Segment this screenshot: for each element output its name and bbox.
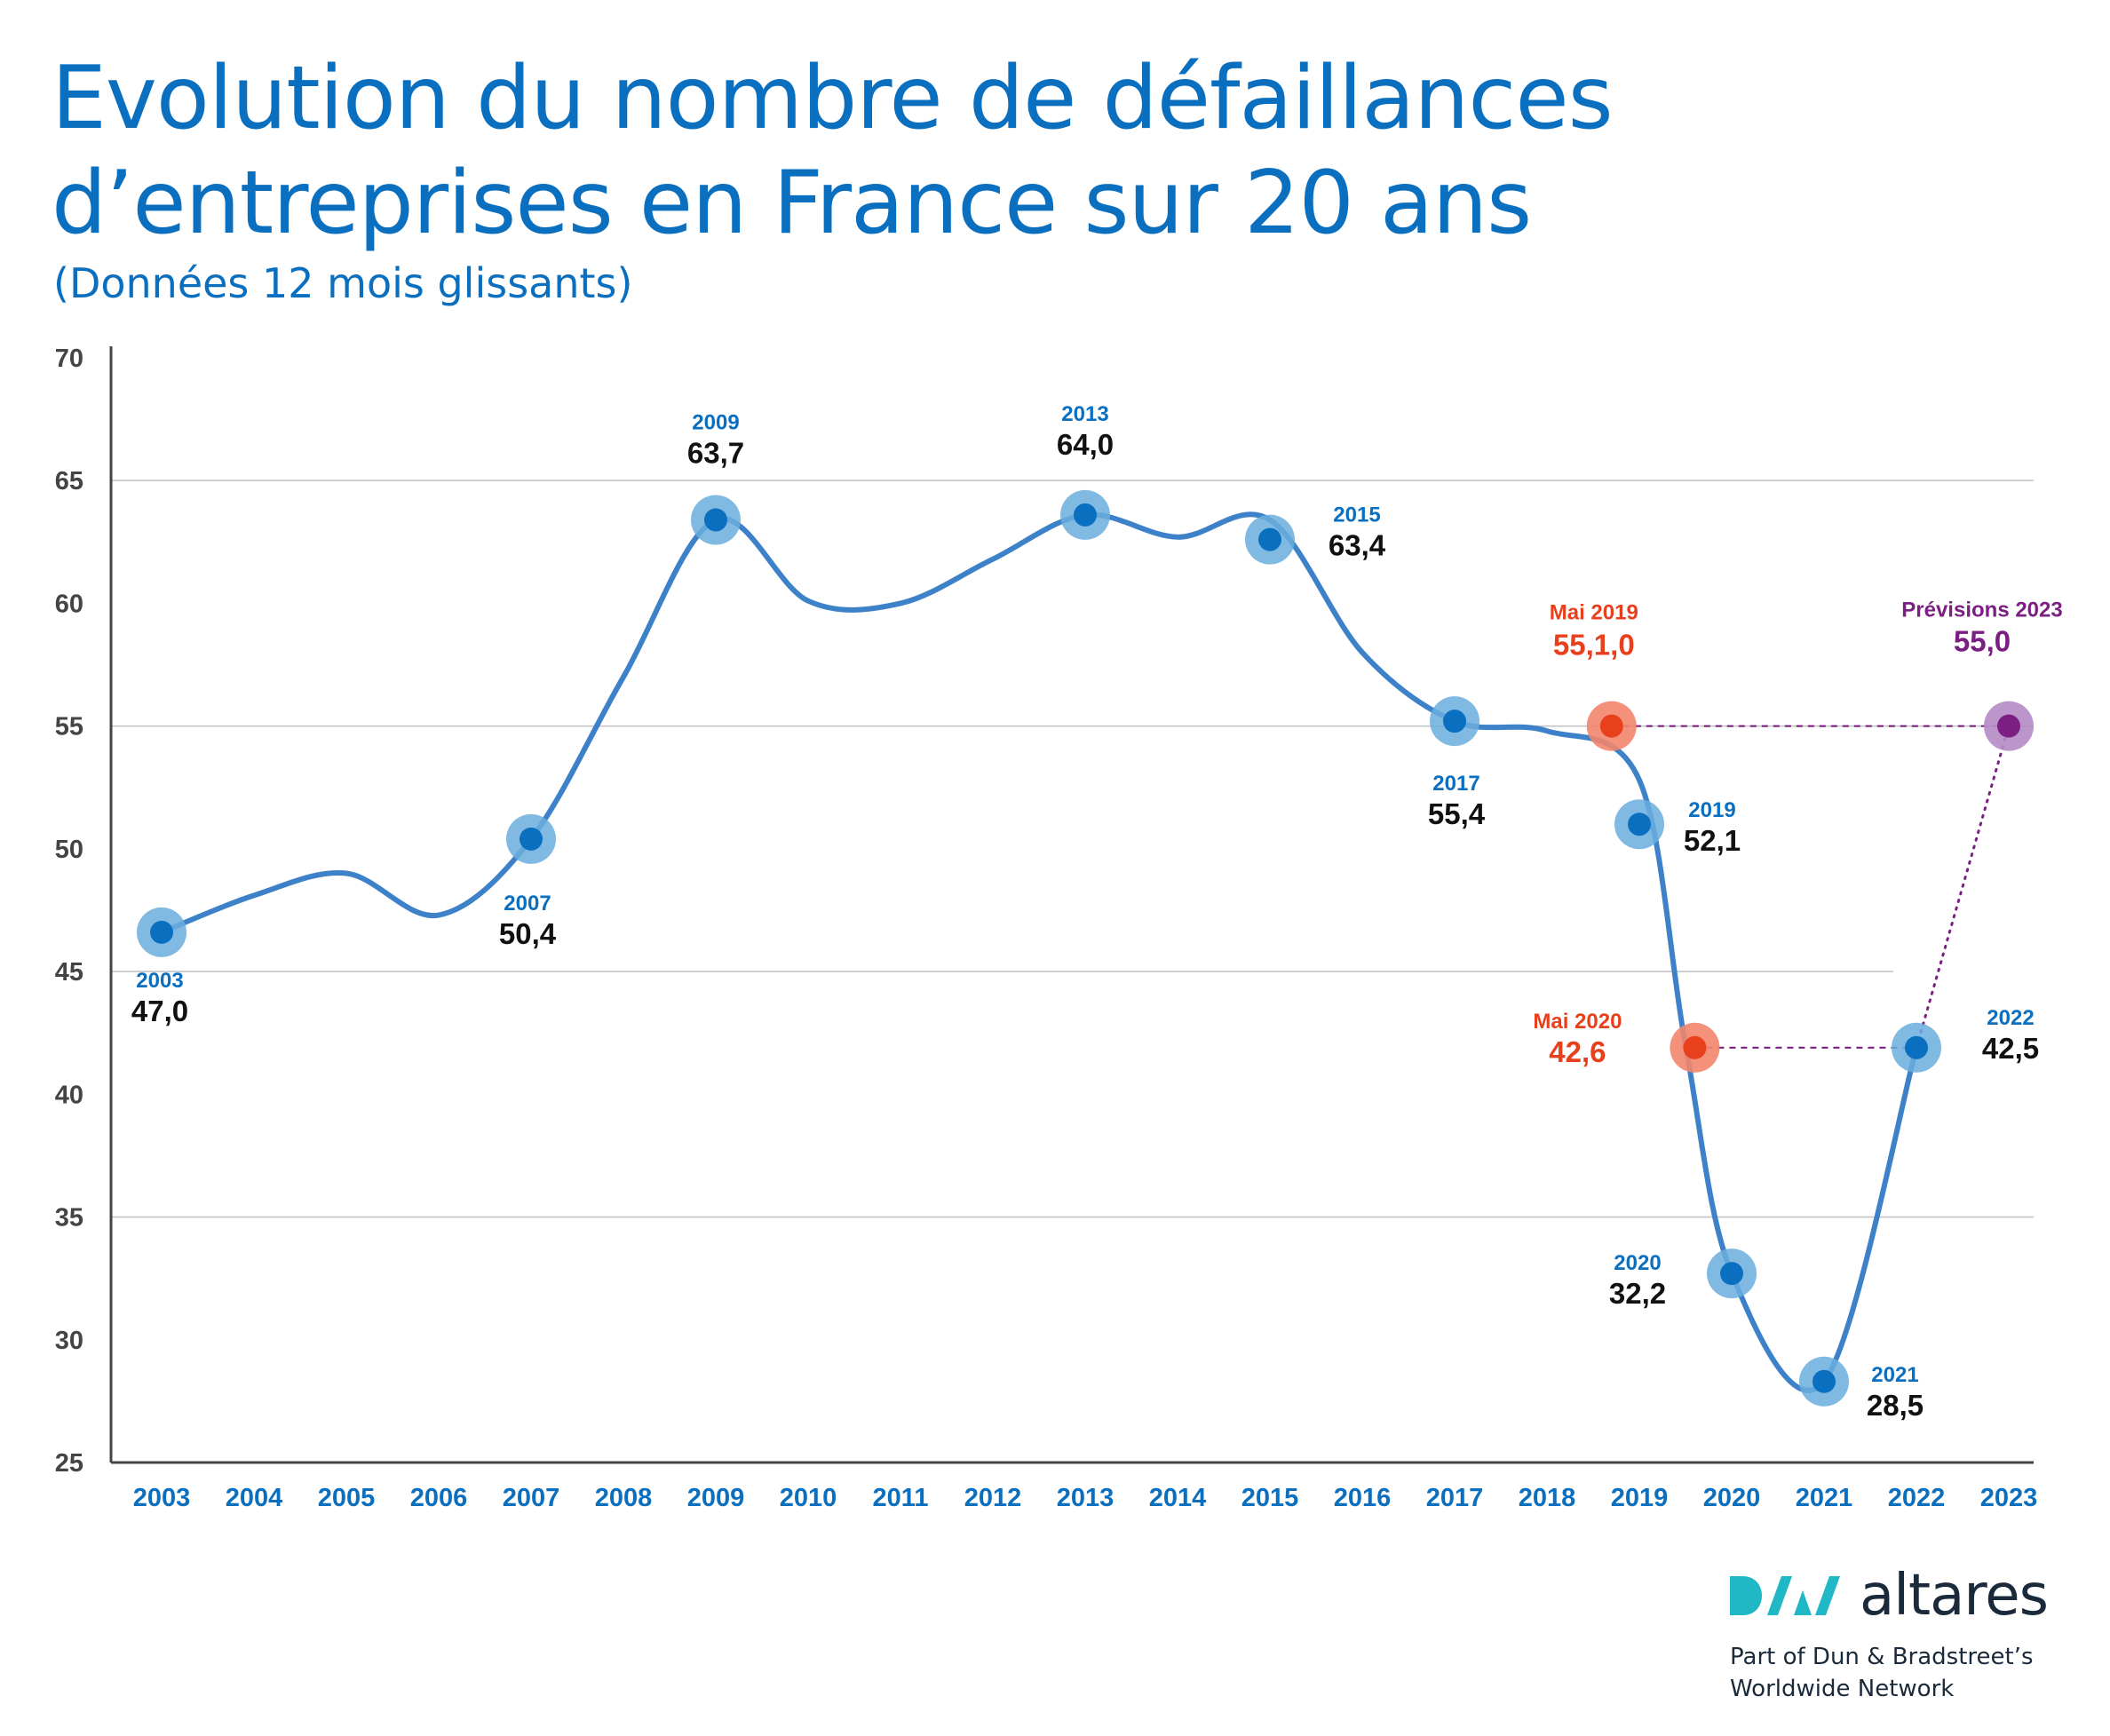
gridlines <box>111 480 2034 1218</box>
data-point <box>1720 1262 1743 1286</box>
x-tick-label: 2019 <box>1611 1484 1669 1512</box>
chart-title-line-1: Evolution du nombre de défaillances <box>52 48 1614 149</box>
y-tick-label: 50 <box>55 836 83 864</box>
y-tick-label: 35 <box>55 1204 83 1233</box>
axes: 70 65 60 55 50 45 40 35 30 25 2003 2004 2005 2006 2007… <box>55 345 2038 1512</box>
data-point <box>1905 1035 1928 1059</box>
data-mark-icon <box>1730 1576 1840 1615</box>
y-tick-label: 60 <box>55 590 83 618</box>
data-point <box>704 508 727 532</box>
altares-logo: altares Part of Dun & Bradstreet’s World… <box>1730 1563 2067 1705</box>
x-tick-label: 2017 <box>1426 1484 1484 1512</box>
data-label-value: 63,4 <box>1329 529 1386 562</box>
x-tick-label: 2016 <box>1334 1484 1392 1512</box>
data-label-year: 2019 <box>1688 798 1735 822</box>
data-label-year: 2003 <box>136 969 183 993</box>
x-tick-label: 2003 <box>133 1484 191 1512</box>
y-tick-label: 40 <box>55 1081 83 1109</box>
x-tick-label: 2018 <box>1519 1484 1576 1512</box>
data-label-year: 2013 <box>1061 402 1108 426</box>
data-point <box>1074 503 1097 527</box>
data-label-year: 2020 <box>1614 1251 1661 1275</box>
data-label-value: 50,4 <box>499 917 557 950</box>
logo-wordmark: altares <box>1860 1563 2049 1629</box>
data-label-value: 47,0 <box>131 995 188 1027</box>
data-label-value: 32,2 <box>1609 1277 1666 1310</box>
forecast-point <box>1997 714 2020 738</box>
forecast-value: 55,0 <box>1954 625 2011 658</box>
data-label-value: 63,7 <box>687 436 744 469</box>
y-tick-label: 45 <box>55 958 83 987</box>
data-label-year: 2007 <box>504 892 551 916</box>
reference-point <box>1683 1035 1707 1059</box>
reference-label: Mai 2020 <box>1533 1010 1622 1034</box>
chart-title: Evolution du nombre de défaillances d’en… <box>52 46 1614 256</box>
data-label-year: 2022 <box>1987 1006 2034 1030</box>
logo-tagline-line-2: Worldwide Network <box>1730 1676 1955 1702</box>
x-tick-label: 2020 <box>1703 1484 1761 1512</box>
data-label-year: 2009 <box>692 410 739 434</box>
y-tick-label: 30 <box>55 1327 83 1355</box>
data-point <box>150 920 173 944</box>
x-tick-label: 2010 <box>780 1484 837 1512</box>
data-label-value: 64,0 <box>1057 428 1114 461</box>
reference-point <box>1599 714 1623 738</box>
x-tick-label: 2008 <box>595 1484 653 1512</box>
data-point <box>1813 1369 1836 1393</box>
x-tick-label: 2007 <box>503 1484 560 1512</box>
data-point <box>520 827 543 851</box>
chart-title-line-2: d’entreprises en France sur 20 ans <box>52 153 1532 254</box>
x-tick-label: 2014 <box>1149 1484 1207 1512</box>
x-tick-label: 2011 <box>873 1484 929 1512</box>
x-tick-label: 2013 <box>1057 1484 1114 1512</box>
x-tick-label: 2009 <box>687 1484 745 1512</box>
data-label-value: 42,5 <box>1982 1032 2039 1065</box>
logo-tagline: Part of Dun & Bradstreet’s Worldwide Net… <box>1730 1641 2067 1705</box>
y-tick-label: 25 <box>55 1449 83 1478</box>
data-point <box>1258 527 1281 551</box>
x-tick-label: 2005 <box>318 1484 376 1512</box>
x-tick-label: 2006 <box>410 1484 468 1512</box>
y-tick-label: 70 <box>55 345 83 373</box>
y-tick-label: 65 <box>55 467 83 495</box>
reference-lines <box>1611 725 2011 1050</box>
reference-value: 55,1,0 <box>1553 629 1635 662</box>
y-tick-label: 55 <box>55 713 83 741</box>
data-label-value: 52,1 <box>1684 824 1741 857</box>
logo-tagline-line-1: Part of Dun & Bradstreet’s <box>1730 1644 2034 1670</box>
forecast-label: Prévisions 2023 <box>1901 598 2062 622</box>
data-point <box>1628 813 1651 836</box>
x-tick-label: 2012 <box>964 1484 1022 1512</box>
reference-value: 42,6 <box>1549 1035 1606 1068</box>
data-label-year: 2015 <box>1333 503 1380 527</box>
x-tick-label: 2015 <box>1241 1484 1299 1512</box>
data-label-value: 28,5 <box>1867 1389 1924 1422</box>
data-label-year: 2021 <box>1871 1363 1918 1387</box>
data-label-value: 55,4 <box>1428 797 1486 830</box>
data-markers <box>137 489 2034 1407</box>
data-point <box>1443 709 1466 733</box>
data-label-year: 2017 <box>1432 772 1479 796</box>
x-tick-label: 2021 <box>1796 1484 1853 1512</box>
x-tick-label: 2023 <box>1980 1484 2038 1512</box>
chart-subtitle: (Données 12 mois glissants) <box>53 259 633 307</box>
x-tick-label: 2004 <box>226 1484 283 1512</box>
x-tick-label: 2022 <box>1888 1484 1946 1512</box>
forecast-line <box>1915 725 2011 1050</box>
reference-label: Mai 2019 <box>1550 601 1638 625</box>
